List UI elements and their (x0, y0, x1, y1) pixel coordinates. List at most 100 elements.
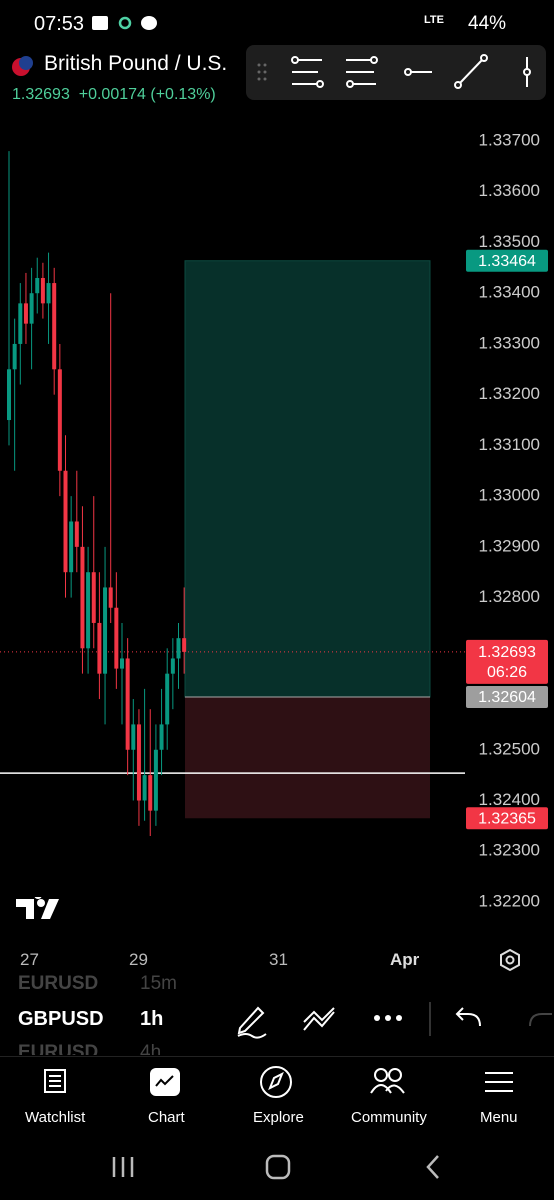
redo-button[interactable] (529, 1013, 552, 1027)
candle-body (63, 470, 68, 573)
candle-body (120, 658, 124, 669)
tv-logo (16, 897, 59, 919)
candle-body (97, 622, 102, 674)
candle-body (12, 343, 17, 370)
candle-body (136, 724, 141, 801)
candle-body (35, 277, 40, 294)
y-tick-label: 1.33000 (479, 486, 540, 505)
symbol-name: British Pound / U.S. (44, 52, 228, 75)
interval-selected[interactable]: 1h (140, 1008, 164, 1030)
price-line: 1.32693 +0.00174 (+0.13%) (12, 86, 216, 104)
candle-body (170, 658, 175, 674)
entry-badge (466, 686, 548, 709)
candle-body (40, 277, 45, 304)
candle-body (165, 673, 170, 725)
nav-item[interactable]: Chart (148, 1109, 185, 1126)
recents-button[interactable] (112, 1157, 134, 1177)
y-tick-label: 1.33100 (479, 435, 540, 454)
interval-option[interactable]: 15m (140, 975, 177, 994)
nav-item[interactable]: Watchlist (25, 1109, 86, 1126)
system-nav (112, 1154, 439, 1180)
symbol-option[interactable]: EURUSD (18, 1042, 99, 1055)
symbol-option[interactable]: EURUSD (18, 975, 99, 994)
drawing-tools (257, 54, 531, 89)
stop-badge (466, 807, 548, 830)
tool-channel[interactable] (346, 56, 378, 88)
battery: 44% (468, 13, 507, 34)
candle-body (46, 283, 51, 304)
y-tick-label: 1.33300 (479, 333, 540, 352)
x-axis: 27 29 31 Apr (0, 948, 554, 972)
candle-body (103, 587, 108, 674)
candle-body (57, 369, 62, 471)
candle-body (52, 283, 57, 370)
tool-trendline[interactable] (454, 54, 488, 89)
candle-body (159, 724, 164, 750)
candle-body (131, 724, 136, 750)
toolbar-icons (237, 1002, 552, 1039)
nav-item[interactable]: Community (351, 1109, 427, 1126)
y-tick-label: 1.32500 (479, 739, 540, 758)
symbol-selected[interactable]: GBPUSD (18, 1008, 104, 1030)
bottom-nav: Watchlist Chart Explore Community Menu (0, 1056, 554, 1137)
undo-button[interactable] (455, 1007, 481, 1027)
interval-option[interactable]: 4h (140, 1042, 162, 1055)
indicator-button[interactable] (303, 1007, 335, 1031)
change-pct: (+0.13%) (150, 86, 216, 103)
drawing-toolbar (246, 45, 546, 100)
symbol-toolbar: EURUSD 15m GBPUSD 1h EURUSD 4h (0, 975, 554, 1055)
status-bar: 07:53 LTE 44% (0, 0, 554, 48)
candle-body (176, 638, 181, 659)
x-label: Apr (390, 950, 420, 969)
draw-button[interactable] (237, 1006, 267, 1039)
y-tick-label: 1.32900 (479, 536, 540, 555)
candle-body (114, 607, 119, 669)
candle-body (108, 587, 113, 608)
tool-fib[interactable] (291, 56, 324, 88)
y-tick-label: 1.33700 (479, 131, 540, 150)
nav-icons (44, 1066, 513, 1098)
loss-zone (185, 697, 430, 819)
last-price-badge (466, 639, 548, 684)
y-tick-label: 1.32400 (479, 790, 540, 809)
y-tick-label: 1.32800 (479, 587, 540, 606)
candle-body (7, 369, 11, 421)
candle-body (69, 521, 74, 573)
y-tick-label: 1.32200 (479, 891, 540, 910)
nav-item[interactable]: Menu (480, 1109, 518, 1126)
candle-body (74, 521, 79, 547)
chart: 1.33700 1.33600 1.33500 1.33400 1.33300 1.332… (0, 131, 548, 910)
home-button[interactable] (265, 1154, 291, 1180)
countdown-label: 06:26 (487, 664, 527, 681)
tool-hline[interactable] (404, 68, 432, 76)
clock: 07:53 (34, 13, 85, 35)
y-tick-label: 1.33200 (479, 384, 540, 403)
x-label: 31 (269, 950, 288, 969)
candle-body (86, 572, 91, 649)
last-price-label: 1.32693 (478, 644, 536, 661)
more-button[interactable] (374, 1015, 402, 1021)
nav-item[interactable]: Explore (253, 1109, 304, 1126)
stop-badge-label: 1.32365 (478, 810, 536, 827)
tool-vline[interactable] (523, 57, 531, 87)
header[interactable]: British Pound / U.S. 1.32693 +0.00174 (+… (0, 46, 245, 110)
network: LTE (424, 14, 444, 26)
entry-badge-label: 1.32604 (478, 689, 536, 706)
candle-body (142, 775, 147, 801)
candle-body (29, 293, 34, 324)
candle-body (148, 775, 153, 811)
change: +0.00174 (78, 86, 146, 103)
settings-button[interactable] (498, 948, 522, 972)
back-button[interactable] (426, 1155, 439, 1179)
candle-body (18, 303, 23, 344)
profit-zone (184, 260, 431, 698)
x-label: 29 (129, 950, 148, 969)
target-badge-label: 1.33464 (478, 253, 536, 270)
candle-body (91, 572, 96, 623)
flags (12, 56, 33, 76)
x-label: 27 (20, 950, 39, 969)
target-badge (466, 249, 548, 272)
y-tick-label: 1.33500 (479, 232, 540, 251)
candle-body (23, 303, 28, 324)
